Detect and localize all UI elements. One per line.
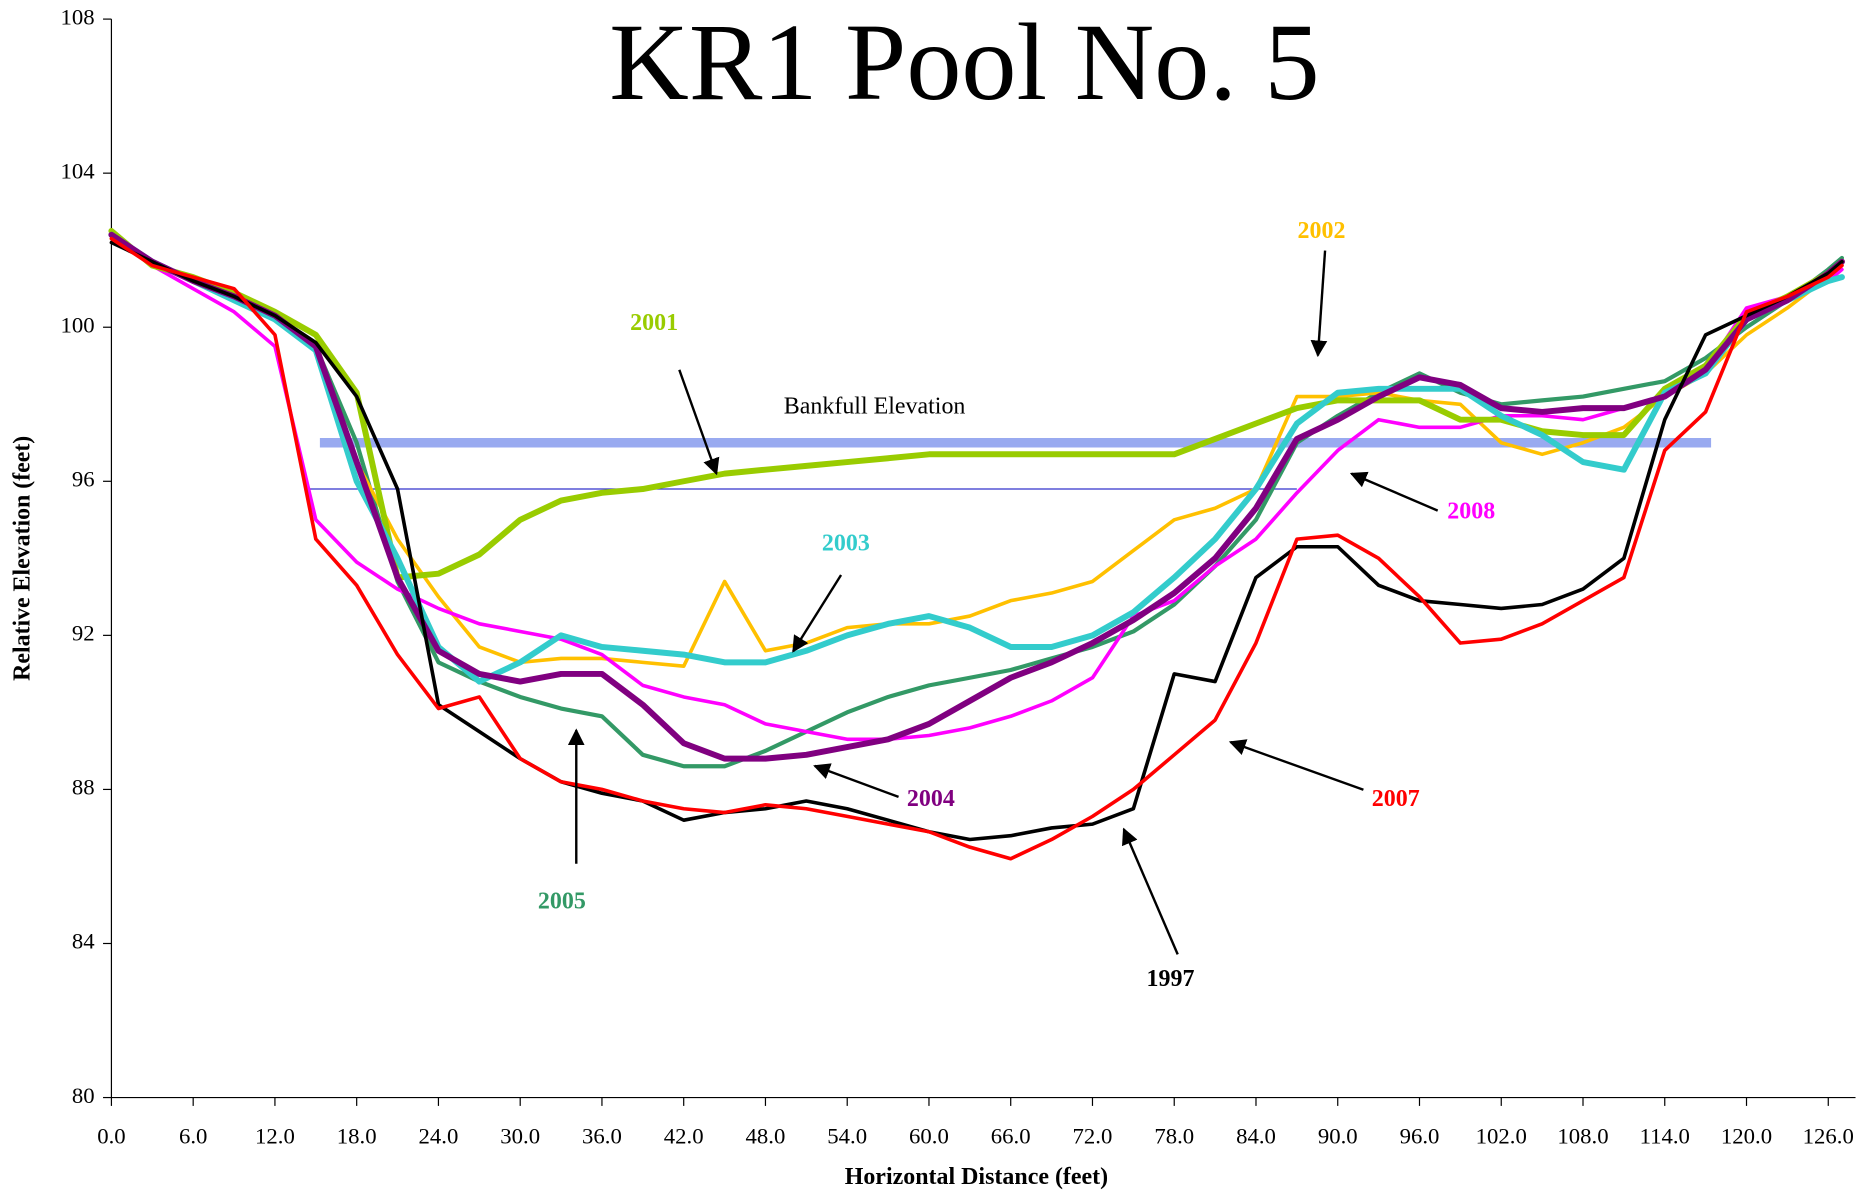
legend-label: 1997	[1147, 966, 1195, 992]
x-tick-label: 18.0	[337, 1123, 377, 1148]
x-tick-label: 24.0	[419, 1123, 459, 1148]
x-tick-label: 72.0	[1073, 1123, 1113, 1148]
series-line	[108, 227, 1845, 581]
series-line	[109, 236, 1844, 668]
annotation-arrow	[792, 574, 843, 653]
x-tick-label: 108.0	[1557, 1123, 1608, 1148]
x-tick-label: 96.0	[1400, 1123, 1440, 1148]
x-tick-label: 36.0	[582, 1123, 622, 1148]
legend-label: 2002	[1298, 218, 1346, 244]
x-tick-label: 0.0	[97, 1123, 125, 1148]
x-tick-label: 48.0	[746, 1123, 786, 1148]
x-tick-label: 12.0	[255, 1123, 295, 1148]
legend-label: 2007	[1372, 786, 1420, 812]
y-tick-label: 108	[61, 4, 95, 29]
y-tick-label: 96	[72, 467, 95, 492]
y-tick-label: 104	[61, 158, 95, 183]
x-tick-label: 114.0	[1640, 1123, 1690, 1148]
y-axis-title: Relative Elevation (feet)	[9, 436, 35, 681]
x-tick-label: 54.0	[827, 1123, 867, 1148]
annotation-arrow	[678, 369, 720, 476]
x-tick-label: 60.0	[909, 1123, 949, 1148]
y-tick-label: 100	[61, 312, 95, 337]
x-tick-label: 66.0	[991, 1123, 1031, 1148]
legend-label: 2005	[538, 889, 586, 915]
x-tick-label: 84.0	[1236, 1123, 1276, 1148]
reference-label: Bankfull Elevation	[784, 394, 966, 420]
y-tick-label: 92	[72, 621, 95, 646]
x-tick-label: 6.0	[179, 1123, 207, 1148]
chart-title: KR1 Pool No. 5	[609, 1, 1319, 123]
x-tick-label: 78.0	[1154, 1123, 1194, 1148]
legend-label: 2008	[1447, 499, 1495, 525]
legend-label: 2001	[630, 310, 678, 336]
x-axis-title: Horizontal Distance (feet)	[845, 1164, 1108, 1190]
x-tick-label: 126.0	[1803, 1123, 1854, 1148]
series-line	[109, 236, 1844, 861]
annotation-arrow	[1310, 250, 1328, 358]
y-tick-label: 88	[72, 775, 95, 800]
annotation-arrow	[813, 763, 899, 799]
x-tick-label: 120.0	[1721, 1123, 1772, 1148]
series-line	[108, 231, 1845, 685]
x-tick-label: 42.0	[664, 1123, 704, 1148]
legend-label: 2003	[822, 531, 870, 557]
series-line	[108, 231, 1845, 762]
x-tick-label: 90.0	[1318, 1123, 1358, 1148]
annotation-arrow	[1122, 827, 1179, 955]
y-tick-label: 80	[72, 1083, 95, 1108]
annotation-arrow	[1349, 471, 1439, 512]
x-tick-label: 30.0	[500, 1123, 540, 1148]
annotation-arrow	[1228, 739, 1364, 791]
series-line	[109, 240, 1844, 842]
y-tick-label: 84	[72, 929, 95, 954]
x-tick-label: 102.0	[1476, 1123, 1527, 1148]
legend-label: 2004	[907, 786, 955, 812]
